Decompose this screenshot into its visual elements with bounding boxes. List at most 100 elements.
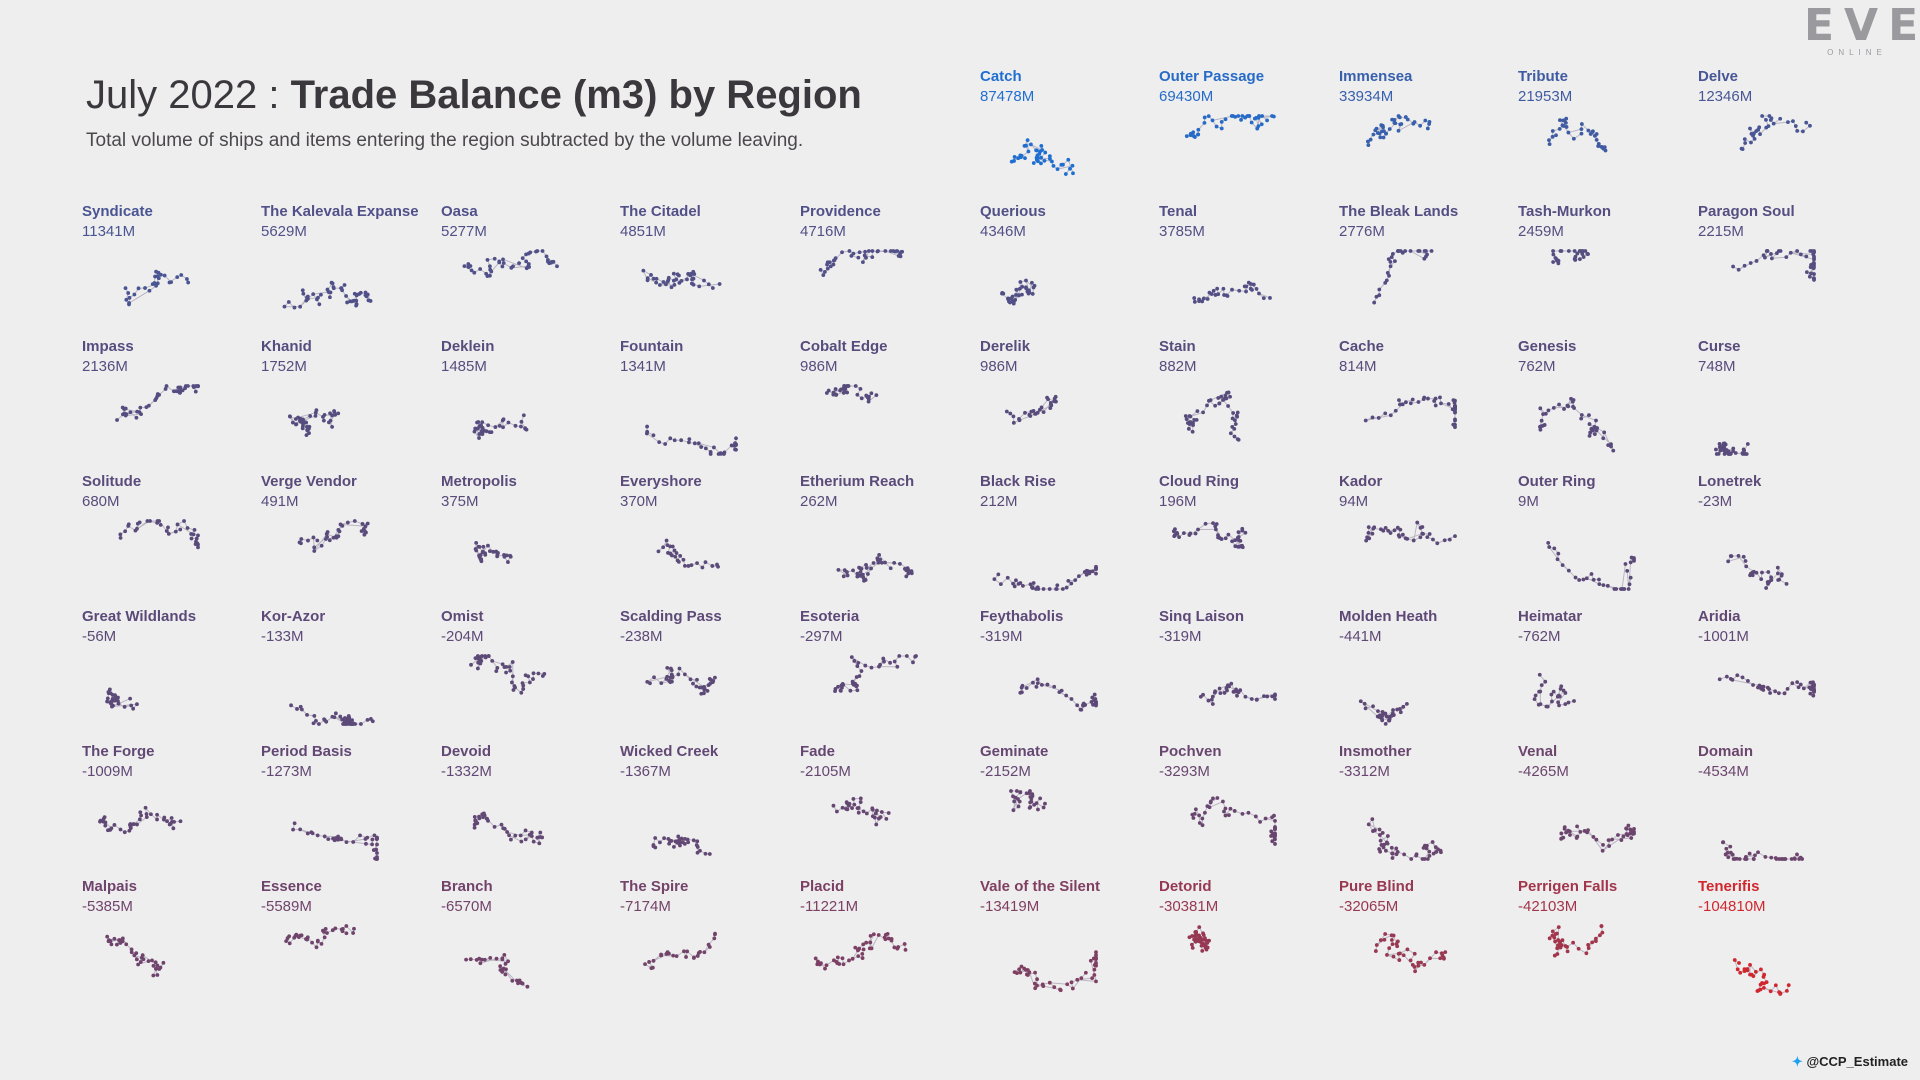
map-node <box>1584 576 1589 581</box>
map-node <box>477 816 482 821</box>
map-node <box>695 954 700 958</box>
map-node <box>1029 142 1033 147</box>
map-node <box>1171 529 1176 534</box>
map-node <box>325 931 329 935</box>
map-node <box>1753 853 1757 858</box>
map-node <box>538 830 543 835</box>
map-node <box>474 548 479 553</box>
map-node <box>1383 711 1388 716</box>
map-node <box>1439 401 1443 406</box>
map-node <box>1808 123 1812 128</box>
credit[interactable]: ✦ @CCP_Estimate <box>1792 1054 1908 1070</box>
map-node <box>1714 452 1719 456</box>
map-node <box>131 822 136 826</box>
map-node <box>869 566 873 571</box>
region-value: 748M <box>1698 358 1736 375</box>
map-node <box>487 549 492 554</box>
map-node <box>818 268 823 272</box>
map-node <box>702 950 707 955</box>
region-map <box>1364 520 1457 546</box>
map-node <box>857 566 862 571</box>
map-node <box>1184 417 1189 422</box>
map-node <box>860 572 865 577</box>
map-node <box>1397 958 1402 962</box>
map-node <box>129 950 134 955</box>
map-node <box>856 810 861 815</box>
map-node <box>464 957 468 962</box>
map-node <box>1223 117 1228 122</box>
map-node <box>193 542 198 547</box>
map-node <box>304 433 309 437</box>
map-node <box>1022 144 1027 148</box>
map-node <box>1590 940 1595 945</box>
region-name: Feythabolis <box>980 608 1064 625</box>
region-value: -1009M <box>82 763 133 780</box>
map-node <box>1398 527 1403 532</box>
map-node <box>178 388 183 393</box>
map-node <box>305 425 309 429</box>
map-node <box>324 719 329 724</box>
region-cell: Stain 882M <box>1159 338 1329 463</box>
map-node <box>1094 571 1098 576</box>
map-node <box>1546 540 1551 545</box>
map-node <box>328 411 332 416</box>
map-link <box>1410 250 1425 260</box>
map-node <box>1403 249 1408 253</box>
map-node <box>1261 296 1266 301</box>
map-node <box>853 945 858 950</box>
region-value: -762M <box>1518 628 1561 645</box>
map-node <box>1211 796 1215 801</box>
region-name: Cloud Ring <box>1159 473 1239 490</box>
map-node <box>1190 945 1195 950</box>
map-node <box>1011 414 1016 419</box>
map-node <box>1032 283 1037 288</box>
map-node <box>886 936 891 941</box>
map-node <box>903 947 908 952</box>
map-node <box>1246 810 1251 815</box>
map-node <box>1453 425 1457 430</box>
map-node <box>833 256 838 261</box>
map-node <box>700 565 705 570</box>
region-cell: Delve 12346M <box>1698 68 1868 193</box>
map-node <box>1379 716 1384 721</box>
region-value: -204M <box>441 628 484 645</box>
map-node <box>1193 807 1198 812</box>
map-node <box>120 412 125 417</box>
map-node <box>1808 691 1813 696</box>
map-node <box>115 418 119 422</box>
map-node <box>343 720 348 725</box>
map-node <box>1756 685 1760 690</box>
map-node <box>1392 120 1397 125</box>
map-node <box>841 574 846 579</box>
map-node <box>1390 252 1395 256</box>
map-node <box>360 522 365 526</box>
region-map <box>1190 796 1277 846</box>
map-node <box>875 558 880 563</box>
map-node <box>1586 946 1591 951</box>
map-node <box>1273 818 1277 823</box>
map-node <box>831 262 836 267</box>
region-map <box>643 931 717 971</box>
map-node <box>1223 393 1228 398</box>
map-node <box>1572 257 1577 261</box>
map-node <box>110 693 115 697</box>
map-node <box>1217 401 1222 406</box>
chart-header: July 2022 : Trade Balance (m3) by Region… <box>86 70 946 152</box>
map-node <box>140 953 145 958</box>
map-node <box>1219 126 1224 131</box>
map-node <box>1538 424 1542 429</box>
map-node <box>876 249 880 253</box>
map-node <box>669 668 674 673</box>
map-node <box>1028 414 1033 418</box>
map-node <box>310 940 314 945</box>
map-node <box>840 681 845 686</box>
map-node <box>861 942 866 947</box>
map-node <box>672 438 677 443</box>
map-node <box>1574 836 1579 840</box>
map-node <box>902 566 907 571</box>
map-node <box>1771 121 1776 126</box>
map-node <box>196 545 200 550</box>
map-node <box>866 572 870 576</box>
map-node <box>1233 422 1238 426</box>
region-map <box>1726 554 1789 590</box>
